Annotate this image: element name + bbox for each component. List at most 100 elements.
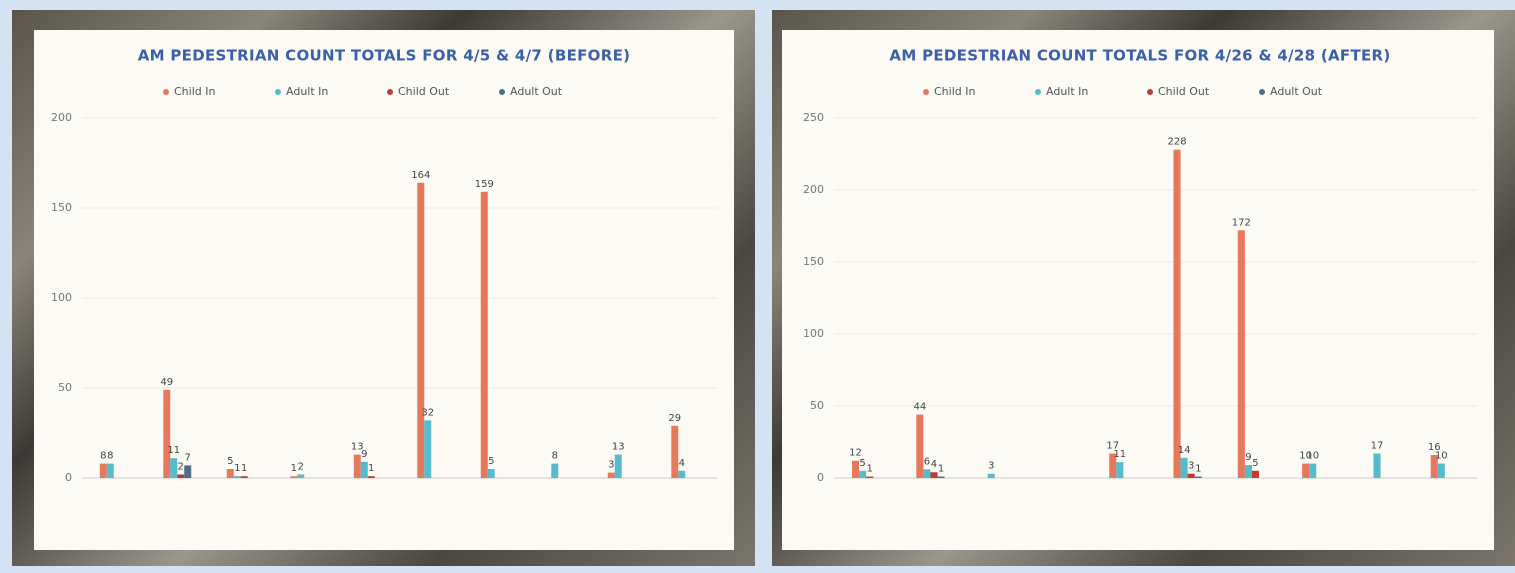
y-tick-label: 50: [810, 399, 824, 412]
bar: [859, 470, 867, 478]
data-label: 9: [1245, 452, 1251, 463]
data-label: 4: [679, 458, 685, 469]
data-label: 228: [1167, 137, 1186, 148]
y-tick-label: 250: [803, 111, 824, 124]
y-tick-label: 0: [65, 471, 72, 484]
data-label: 13: [351, 442, 364, 453]
bar: [297, 474, 305, 478]
bar: [106, 463, 114, 478]
legend-swatch: [923, 89, 929, 95]
bar: [987, 473, 995, 478]
bar: [1437, 463, 1445, 478]
panel: AM PEDESTRIAN COUNT TOTALS FOR 4/26 & 4/…: [772, 10, 1515, 566]
bar: [866, 476, 874, 478]
chart: AM PEDESTRIAN COUNT TOTALS FOR 4/26 & 4/…: [782, 30, 1494, 550]
chart-card: [782, 30, 1494, 550]
chart-title: AM PEDESTRIAN COUNT TOTALS FOR 4/26 & 4/…: [889, 47, 1390, 65]
data-label: 10: [1435, 451, 1448, 462]
chart-title: AM PEDESTRIAN COUNT TOTALS FOR 4/5 & 4/7…: [138, 47, 631, 65]
data-label: 9: [361, 449, 367, 460]
bar: [353, 454, 361, 478]
data-label: 1: [234, 463, 240, 474]
data-label: 8: [100, 451, 106, 462]
data-label: 172: [1232, 217, 1251, 228]
bar: [678, 470, 686, 478]
data-label: 49: [160, 377, 173, 388]
data-label: 1: [291, 463, 297, 474]
bar: [1251, 470, 1260, 478]
data-label: 7: [185, 452, 191, 463]
bar: [170, 458, 178, 478]
bar: [1194, 476, 1202, 478]
data-label: 17: [1106, 441, 1119, 452]
bar: [163, 389, 171, 478]
legend-swatch: [1035, 89, 1041, 95]
y-tick-label: 200: [51, 111, 72, 124]
data-label: 32: [421, 407, 434, 418]
data-label: 3: [988, 461, 994, 472]
bar: [1173, 149, 1181, 478]
bar: [1244, 465, 1252, 478]
y-tick-label: 100: [803, 327, 824, 340]
bar: [233, 476, 241, 478]
data-label: 10: [1299, 451, 1312, 462]
y-tick-label: 100: [51, 291, 72, 304]
data-label: 12: [849, 448, 862, 459]
bar: [1180, 457, 1188, 478]
data-label: 1: [241, 463, 247, 474]
legend-label: Child Out: [1158, 85, 1210, 98]
data-label: 1: [368, 463, 374, 474]
data-label: 1: [866, 464, 872, 475]
data-label: 13: [612, 442, 625, 453]
legend-label: Adult In: [1046, 85, 1088, 98]
bar: [1302, 463, 1310, 478]
legend-swatch: [387, 89, 393, 95]
data-label: 1: [1195, 464, 1201, 475]
bar: [916, 414, 924, 478]
chart: AM PEDESTRIAN COUNT TOTALS FOR 4/5 & 4/7…: [34, 30, 734, 550]
legend-label: Child In: [934, 85, 975, 98]
legend-swatch: [163, 89, 169, 95]
bar: [930, 472, 938, 478]
data-label: 159: [475, 179, 494, 190]
bar: [424, 420, 432, 478]
data-label: 2: [178, 461, 184, 472]
bar: [1373, 453, 1381, 478]
bar: [290, 476, 298, 478]
data-label: 17: [1371, 441, 1384, 452]
data-label: 11: [1113, 449, 1126, 460]
data-label: 10: [1306, 451, 1319, 462]
bar: [360, 461, 368, 478]
bar: [937, 476, 945, 478]
legend-label: Adult In: [286, 85, 328, 98]
legend-label: Adult Out: [510, 85, 563, 98]
bar: [367, 476, 375, 478]
data-label: 4: [931, 459, 937, 470]
data-label: 5: [488, 456, 494, 467]
bar: [1187, 473, 1195, 478]
data-label: 44: [913, 402, 926, 413]
bar: [614, 454, 622, 478]
y-tick-label: 50: [58, 381, 72, 394]
bar: [1430, 454, 1438, 478]
bar: [1237, 230, 1245, 478]
bar: [1109, 453, 1117, 478]
data-label: 3: [1188, 461, 1194, 472]
bar: [671, 425, 679, 478]
legend-swatch: [1147, 89, 1153, 95]
y-tick-label: 200: [803, 183, 824, 196]
legend-label: Adult Out: [1270, 85, 1323, 98]
bar: [184, 465, 192, 478]
chart-card: [34, 30, 734, 550]
legend-label: Child Out: [398, 85, 450, 98]
data-label: 29: [668, 413, 681, 424]
panel: AM PEDESTRIAN COUNT TOTALS FOR 4/5 & 4/7…: [12, 10, 755, 566]
data-label: 8: [552, 451, 558, 462]
y-tick-label: 0: [817, 471, 824, 484]
data-label: 5: [1252, 458, 1258, 469]
bar: [487, 469, 495, 478]
bar: [417, 182, 425, 479]
data-label: 8: [107, 451, 113, 462]
bar: [607, 472, 615, 478]
data-label: 2: [298, 461, 304, 472]
